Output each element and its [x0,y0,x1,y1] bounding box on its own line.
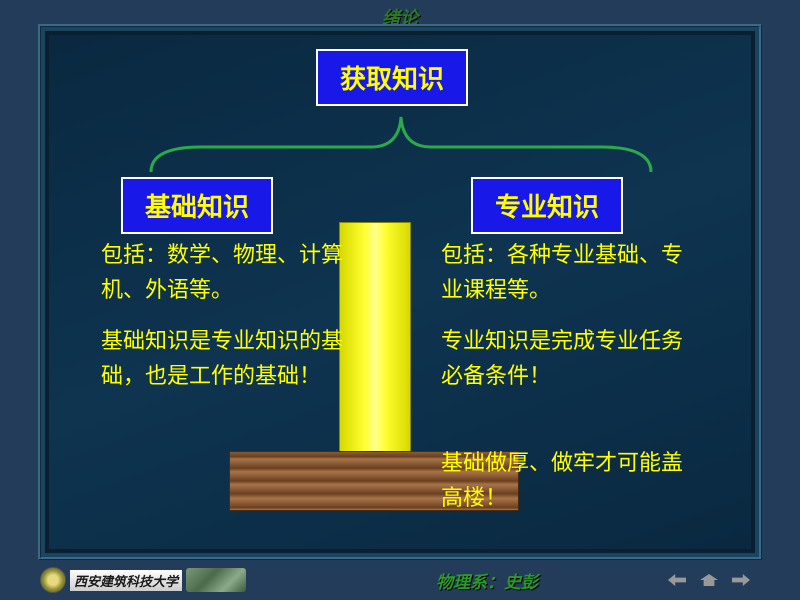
footer-author: 物理系：史彭 [306,568,668,593]
footer-bar: 西安建筑科技大学 物理系：史彭 [0,560,800,600]
university-seal-icon [40,567,66,593]
next-slide-button[interactable] [732,574,750,586]
brace-connector [141,107,661,177]
right-description-3: 基础做厚、做牢才可能盖高楼！ [441,445,691,515]
home-button[interactable] [700,574,718,586]
right-description-1: 包括：各种专业基础、专业课程等。 [441,237,691,307]
left-description-1: 包括：数学、物理、计算机、外语等。 [101,237,351,307]
left-description-2: 基础知识是专业知识的基础，也是工作的基础！ [101,323,351,393]
nav-controls [668,574,750,586]
university-name: 西安建筑科技大学 [70,570,182,591]
right-concept-box: 专业知识 [471,177,623,234]
left-concept-box: 基础知识 [121,177,273,234]
prev-slide-button[interactable] [668,574,686,586]
footer-logo-group: 西安建筑科技大学 [40,567,246,593]
slide-frame: 获取知识 基础知识 专业知识 包括：数学、物理、计算机、外语等。 基础知识是专业… [38,24,762,560]
campus-thumbnail [186,568,246,592]
right-description-2: 专业知识是完成专业任务必备条件！ [441,323,691,393]
top-concept-box: 获取知识 [316,49,468,106]
